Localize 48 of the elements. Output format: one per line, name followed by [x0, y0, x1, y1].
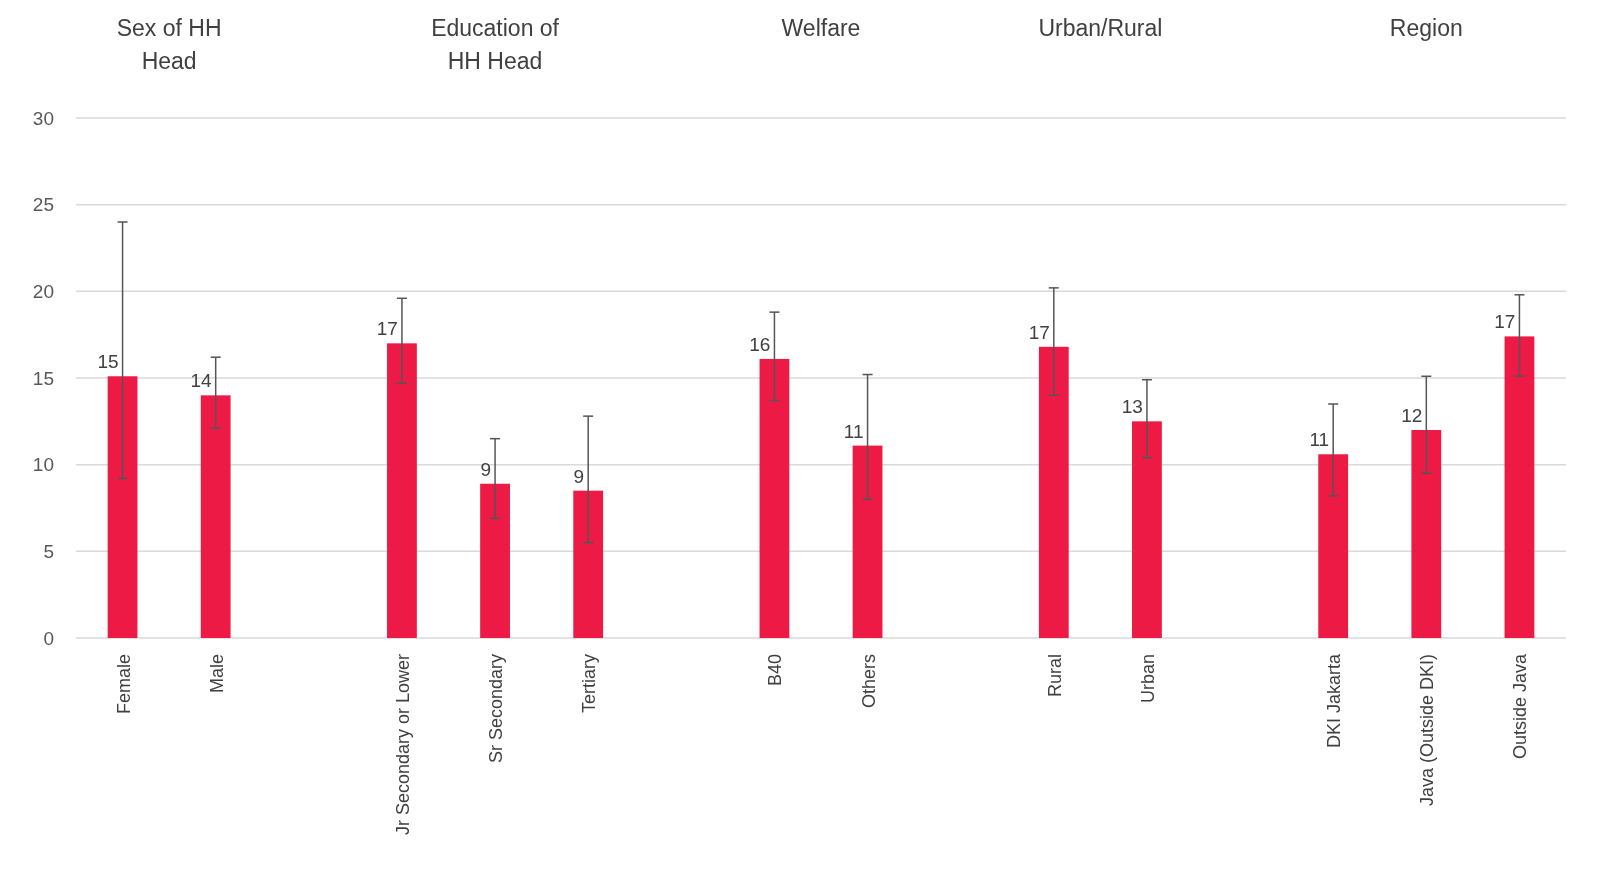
text: Urban/Rural [1038, 15, 1163, 41]
data-label: 17 [1494, 311, 1516, 333]
y-tick-label: 15 [32, 367, 54, 389]
data-label: 17 [1028, 321, 1050, 343]
bar [759, 358, 790, 638]
bar [852, 445, 883, 638]
bar [387, 343, 417, 638]
x-tick-label: Sr Secondary [486, 654, 507, 764]
x-tick-label: DKI Jakarta [1324, 653, 1345, 749]
y-tick-label: 25 [32, 194, 54, 216]
x-tick-label: Rural [1044, 654, 1065, 698]
bar [573, 490, 604, 638]
bar [1038, 346, 1069, 638]
y-tick-label: 10 [32, 454, 54, 476]
data-label: 12 [1401, 405, 1423, 426]
text: Welfare [781, 15, 861, 41]
data-label: 13 [1121, 396, 1143, 418]
x-tick-label: Jr Secondary or Lower [392, 654, 413, 836]
data-label: 16 [749, 333, 771, 355]
y-tick-label: 30 [32, 107, 54, 129]
x-tick-label: Female [113, 654, 134, 715]
x-tick-label: Urban [1137, 654, 1158, 704]
bar [1318, 454, 1349, 638]
data-label: 11 [1309, 429, 1330, 451]
text: Education of HH Head [431, 15, 560, 74]
y-tick-label: 20 [32, 280, 54, 302]
bar [1504, 336, 1535, 638]
data-label: 14 [190, 370, 213, 392]
x-tick-label: Male [206, 654, 227, 694]
data-label: 11 [843, 420, 864, 442]
text: Sex of HH Head [116, 15, 222, 74]
bar [200, 395, 231, 638]
data-label: 17 [376, 318, 398, 340]
x-tick-label: Outside Java [1510, 653, 1531, 760]
text: Region [1389, 15, 1463, 41]
y-tick-label: 5 [43, 540, 54, 562]
x-tick-label: Tertiary [579, 654, 600, 714]
x-tick-label: B40 [765, 654, 786, 687]
x-tick-label: Others [858, 654, 879, 709]
y-tick-label: 0 [43, 627, 54, 649]
data-label: 15 [97, 351, 119, 373]
bar [480, 483, 510, 638]
bar [1411, 430, 1442, 638]
x-tick-label: Java (Outside DKI) [1417, 654, 1438, 807]
data-label: 9 [480, 458, 492, 480]
bar [107, 376, 138, 638]
bar [1132, 421, 1162, 638]
data-label: 9 [573, 465, 585, 487]
